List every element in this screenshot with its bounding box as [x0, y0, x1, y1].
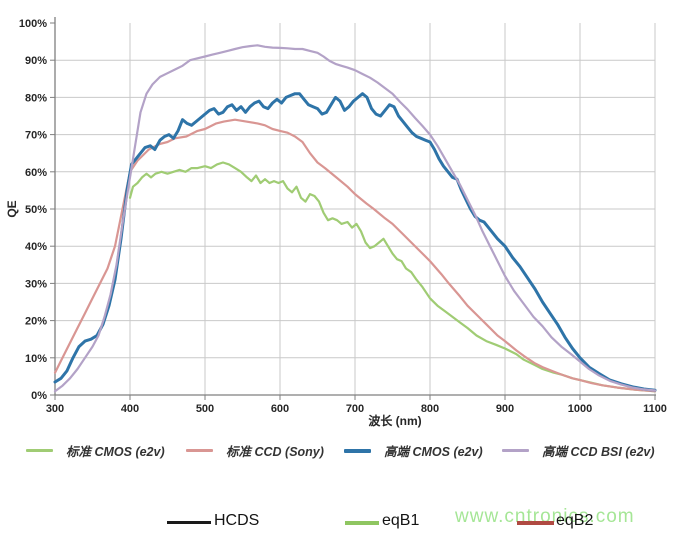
legend-label: 标准 CCD (Sony) — [226, 445, 324, 459]
hcds-label: HCDS — [214, 512, 260, 529]
eqb2-label: eqB2 — [556, 512, 594, 529]
svg-text:0%: 0% — [31, 390, 47, 402]
svg-text:50%: 50% — [25, 204, 47, 216]
svg-text:400: 400 — [121, 403, 139, 415]
legend-item-highend-ccd-bsi: 高端 CCD BSI (e2v) — [502, 441, 676, 460]
eqb1-label: eqB1 — [382, 512, 420, 529]
svg-text:900: 900 — [496, 403, 514, 415]
svg-text:60%: 60% — [25, 167, 47, 179]
eqb2-line-swatch — [517, 521, 554, 525]
standard-cmos-line-swatch — [26, 449, 53, 452]
chart-plot-area: 0% 10% 20% 30% 40% 50% 60% 70% 80% 90% 100% 300 400 5… — [5, 17, 667, 428]
svg-text:100%: 100% — [19, 18, 47, 30]
svg-text:70%: 70% — [25, 130, 47, 142]
watermark-text: www.cntronics.com — [455, 506, 635, 527]
svg-text:90%: 90% — [25, 55, 47, 67]
svg-text:20%: 20% — [25, 316, 47, 328]
legend-label: 高端 CMOS (e2v) — [384, 445, 483, 459]
legend-label: 标准 CMOS (e2v) — [66, 445, 165, 459]
legend-item-highend-cmos: 高端 CMOS (e2v) — [344, 441, 502, 460]
svg-text:10%: 10% — [25, 353, 47, 365]
highend-cmos-line-swatch — [344, 448, 371, 453]
highend-ccd-bsi-line-swatch — [502, 449, 529, 452]
svg-text:波长 (nm): 波长 (nm) — [368, 413, 421, 428]
svg-text:QE: QE — [5, 200, 19, 217]
legend-item-standard-cmos: 标准 CMOS (e2v) — [26, 441, 186, 460]
svg-text:80%: 80% — [25, 92, 47, 104]
svg-text:1100: 1100 — [643, 403, 667, 415]
eqb1-line-swatch — [345, 521, 379, 525]
svg-text:300: 300 — [46, 403, 64, 415]
svg-text:30%: 30% — [25, 278, 47, 290]
legend-label: 高端 CCD BSI (e2v) — [542, 445, 655, 459]
hcds-line-swatch — [167, 521, 211, 524]
svg-text:500: 500 — [196, 403, 214, 415]
svg-text:1000: 1000 — [568, 403, 592, 415]
svg-text:600: 600 — [271, 403, 289, 415]
standard-ccd-line-swatch — [186, 449, 213, 452]
primary-legend: 标准 CMOS (e2v) 标准 CCD (Sony) 高端 CMOS (e2v… — [26, 441, 676, 460]
svg-text:800: 800 — [421, 403, 439, 415]
legend-item-standard-ccd: 标准 CCD (Sony) — [186, 441, 344, 460]
svg-text:700: 700 — [346, 403, 364, 415]
svg-text:40%: 40% — [25, 241, 47, 253]
